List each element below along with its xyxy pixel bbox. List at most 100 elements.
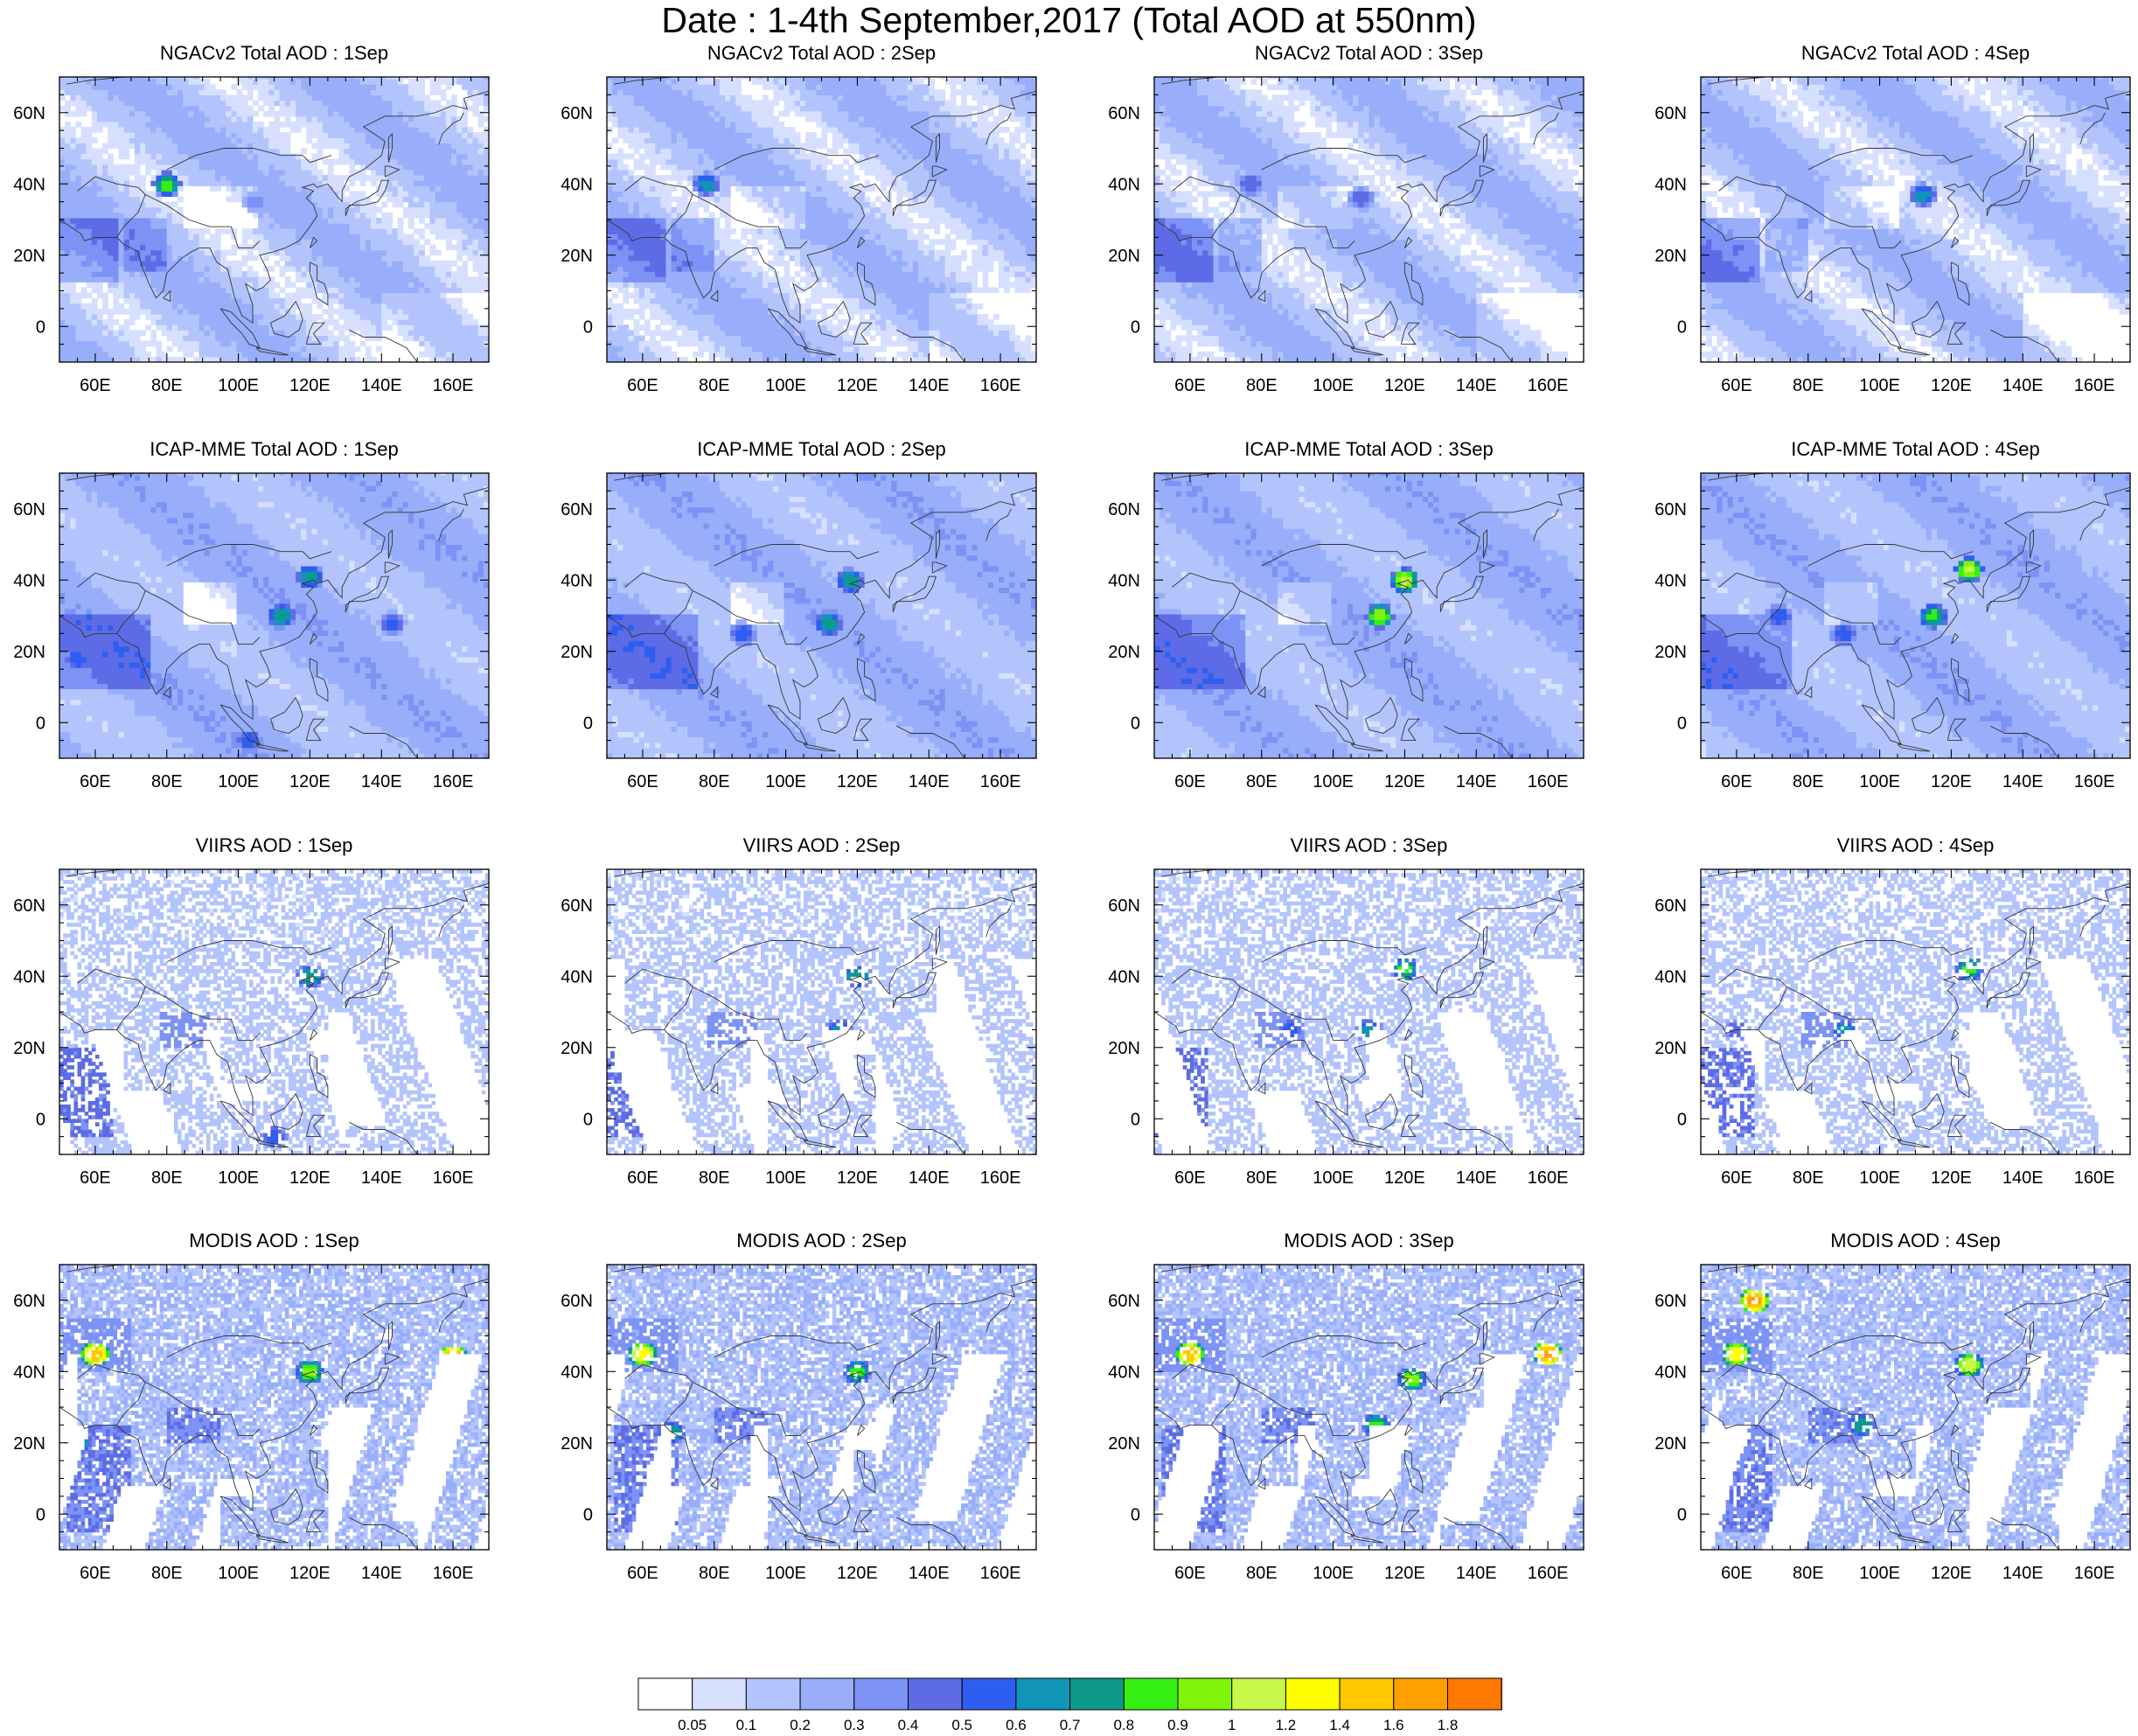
y-tick-label: 40N: [1108, 175, 1140, 194]
x-tick-label: 100E: [1313, 1564, 1354, 1583]
x-tick-label: 60E: [80, 376, 111, 395]
aod-field: [1154, 73, 1584, 363]
y-tick-label: 0: [583, 1110, 593, 1129]
colorbar-swatch: [1124, 1678, 1178, 1710]
x-tick-label: 100E: [218, 1168, 259, 1188]
x-tick-label: 100E: [218, 772, 259, 791]
x-tick-label: 120E: [1384, 1168, 1425, 1188]
x-tick-label: 140E: [361, 1564, 402, 1583]
x-tick-label: 140E: [909, 772, 950, 791]
x-tick-label: 80E: [1246, 1564, 1278, 1583]
aod-field: [1701, 470, 2131, 759]
y-tick-label: 20N: [561, 1039, 593, 1058]
x-tick-label: 80E: [699, 1564, 730, 1583]
colorbar-label: 0.2: [790, 1717, 811, 1732]
x-tick-label: 80E: [1246, 772, 1278, 791]
x-tick-label: 80E: [1793, 1564, 1824, 1583]
colorbar-swatch: [854, 1678, 909, 1710]
x-tick-label: 100E: [1859, 1564, 1900, 1583]
x-tick-label: 80E: [151, 376, 183, 395]
x-tick-label: 120E: [837, 772, 878, 791]
y-tick-label: 60N: [561, 104, 593, 123]
x-tick-label: 100E: [765, 376, 806, 395]
panel-title: MODIS AOD : 2Sep: [736, 1230, 906, 1251]
y-tick-label: 60N: [1108, 104, 1140, 123]
colorbar-swatch: [962, 1678, 1016, 1710]
colorbar-swatch: [746, 1678, 800, 1710]
colorbar-label: 1.6: [1383, 1717, 1404, 1732]
y-tick-label: 0: [1677, 1505, 1687, 1524]
panel-title: MODIS AOD : 3Sep: [1284, 1230, 1453, 1251]
x-tick-label: 120E: [1384, 1564, 1425, 1583]
x-tick-label: 80E: [151, 772, 183, 791]
y-tick-label: 60N: [1654, 500, 1687, 519]
colorbar-swatch: [1016, 1678, 1070, 1710]
panel-title: NGACv2 Total AOD : 1Sep: [160, 42, 388, 64]
x-tick-label: 160E: [1528, 376, 1569, 395]
aod-field: [59, 869, 490, 1155]
colorbar-label: 0.6: [1006, 1717, 1027, 1732]
x-tick-label: 100E: [1313, 772, 1354, 791]
y-tick-label: 40N: [13, 1363, 45, 1382]
x-tick-label: 140E: [1456, 1564, 1497, 1583]
x-tick-label: 140E: [909, 1564, 950, 1583]
x-tick-label: 160E: [2074, 772, 2115, 791]
y-tick-label: 0: [583, 714, 593, 733]
x-tick-label: 120E: [1384, 772, 1425, 791]
aod-field: [607, 73, 1037, 363]
x-tick-label: 160E: [2074, 1168, 2115, 1188]
panel-title: ICAP-MME Total AOD : 4Sep: [1791, 438, 2039, 460]
y-tick-label: 20N: [13, 1434, 45, 1454]
x-tick-label: 160E: [1528, 1564, 1569, 1583]
x-tick-label: 160E: [433, 772, 474, 791]
y-tick-label: 20N: [13, 643, 45, 662]
x-tick-label: 140E: [2002, 376, 2044, 395]
x-tick-label: 140E: [1456, 772, 1497, 791]
y-tick-label: 0: [1131, 1505, 1140, 1524]
x-tick-label: 140E: [361, 1168, 402, 1188]
aod-field: [1701, 1265, 2131, 1551]
aod-field: [607, 869, 1037, 1155]
colorbar-swatch: [800, 1678, 854, 1710]
colorbar-swatch: [638, 1678, 693, 1710]
y-tick-label: 0: [1677, 1110, 1687, 1129]
x-tick-label: 100E: [1859, 772, 1900, 791]
x-tick-label: 120E: [289, 1168, 331, 1188]
colorbar-label: 0.9: [1167, 1717, 1188, 1732]
x-tick-label: 140E: [361, 772, 402, 791]
y-tick-label: 40N: [1108, 1363, 1140, 1382]
x-tick-label: 140E: [361, 376, 402, 395]
colorbar-swatch: [1232, 1678, 1286, 1710]
x-tick-label: 160E: [433, 1564, 474, 1583]
colorbar-label: 0.1: [736, 1717, 757, 1732]
y-tick-label: 40N: [1654, 967, 1687, 987]
x-tick-label: 100E: [1313, 376, 1354, 395]
x-tick-label: 120E: [837, 1564, 878, 1583]
x-tick-label: 120E: [1384, 376, 1425, 395]
x-tick-label: 120E: [1931, 376, 1972, 395]
x-tick-label: 60E: [1721, 772, 1752, 791]
panel-title: MODIS AOD : 4Sep: [1830, 1230, 2000, 1251]
y-tick-label: 60N: [561, 896, 593, 916]
x-tick-label: 100E: [218, 1564, 259, 1583]
x-tick-label: 120E: [837, 376, 878, 395]
x-tick-label: 140E: [1456, 376, 1497, 395]
y-tick-label: 0: [1131, 1110, 1140, 1129]
x-tick-label: 160E: [980, 772, 1021, 791]
y-tick-label: 40N: [561, 175, 593, 194]
y-tick-label: 60N: [1108, 500, 1140, 519]
colorbar-swatch: [1394, 1678, 1448, 1710]
